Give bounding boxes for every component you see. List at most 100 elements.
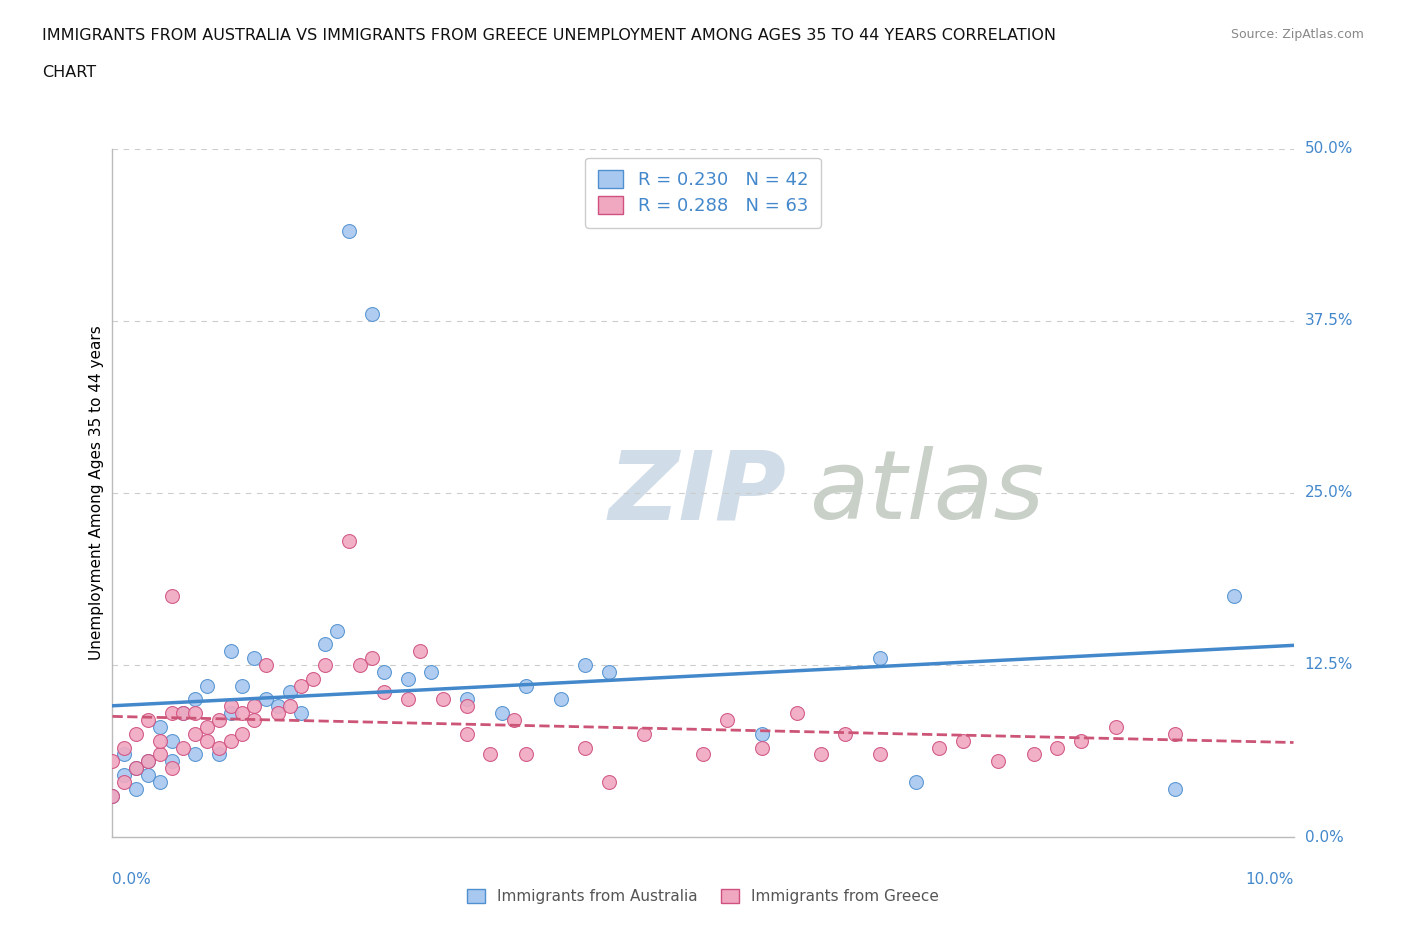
Point — [219, 733, 242, 748]
Point — [869, 747, 891, 762]
Point — [904, 775, 927, 790]
Point — [834, 726, 856, 741]
Point — [373, 664, 395, 679]
Point — [550, 692, 572, 707]
Text: Source: ZipAtlas.com: Source: ZipAtlas.com — [1230, 28, 1364, 41]
Point — [149, 747, 172, 762]
Point — [456, 698, 478, 713]
Point — [515, 747, 537, 762]
Point — [314, 658, 336, 672]
Point — [361, 307, 384, 322]
Point — [219, 706, 242, 721]
Point — [987, 754, 1010, 769]
Point — [184, 706, 207, 721]
Point — [243, 698, 266, 713]
Point — [160, 733, 183, 748]
Point — [267, 706, 290, 721]
Point — [598, 664, 620, 679]
Point — [869, 651, 891, 666]
Point — [172, 706, 194, 721]
Point — [361, 651, 384, 666]
Text: 0.0%: 0.0% — [112, 871, 152, 886]
Point — [396, 671, 419, 686]
Point — [208, 747, 231, 762]
Point — [515, 678, 537, 693]
Point — [503, 712, 526, 727]
Text: 0.0%: 0.0% — [1305, 830, 1343, 844]
Point — [1223, 589, 1246, 604]
Point — [1070, 733, 1092, 748]
Text: 37.5%: 37.5% — [1305, 313, 1353, 328]
Point — [184, 692, 207, 707]
Text: 12.5%: 12.5% — [1305, 658, 1353, 672]
Point — [112, 767, 135, 782]
Point — [101, 789, 124, 804]
Point — [184, 747, 207, 762]
Point — [160, 589, 183, 604]
Point — [1164, 726, 1187, 741]
Point — [456, 726, 478, 741]
Point — [125, 761, 148, 776]
Point — [149, 733, 172, 748]
Point — [952, 733, 974, 748]
Point — [136, 754, 159, 769]
Point — [408, 644, 430, 658]
Point — [195, 733, 218, 748]
Point — [302, 671, 325, 686]
Point — [184, 726, 207, 741]
Point — [420, 664, 443, 679]
Point — [208, 740, 231, 755]
Point — [633, 726, 655, 741]
Point — [1164, 781, 1187, 796]
Point — [1022, 747, 1045, 762]
Text: 50.0%: 50.0% — [1305, 141, 1353, 156]
Point — [254, 658, 277, 672]
Point — [337, 534, 360, 549]
Point — [160, 754, 183, 769]
Point — [125, 726, 148, 741]
Point — [231, 726, 253, 741]
Point — [456, 692, 478, 707]
Point — [149, 775, 172, 790]
Point — [125, 761, 148, 776]
Point — [160, 706, 183, 721]
Point — [373, 685, 395, 700]
Point — [396, 692, 419, 707]
Point — [479, 747, 502, 762]
Point — [149, 720, 172, 735]
Point — [208, 712, 231, 727]
Point — [1105, 720, 1128, 735]
Point — [751, 726, 773, 741]
Text: CHART: CHART — [42, 65, 96, 80]
Y-axis label: Unemployment Among Ages 35 to 44 years: Unemployment Among Ages 35 to 44 years — [89, 326, 104, 660]
Text: IMMIGRANTS FROM AUSTRALIA VS IMMIGRANTS FROM GREECE UNEMPLOYMENT AMONG AGES 35 T: IMMIGRANTS FROM AUSTRALIA VS IMMIGRANTS … — [42, 28, 1056, 43]
Point — [231, 678, 253, 693]
Point — [231, 706, 253, 721]
Point — [243, 651, 266, 666]
Point — [290, 706, 312, 721]
Point — [692, 747, 714, 762]
Point — [928, 740, 950, 755]
Point — [195, 678, 218, 693]
Point — [112, 747, 135, 762]
Point — [136, 754, 159, 769]
Point — [112, 740, 135, 755]
Point — [349, 658, 371, 672]
Point — [810, 747, 832, 762]
Point — [432, 692, 454, 707]
Text: atlas: atlas — [810, 446, 1045, 539]
Point — [278, 698, 301, 713]
Point — [172, 706, 194, 721]
Point — [136, 767, 159, 782]
Point — [598, 775, 620, 790]
Point — [1046, 740, 1069, 755]
Point — [101, 789, 124, 804]
Point — [219, 698, 242, 713]
Point — [574, 658, 596, 672]
Point — [267, 698, 290, 713]
Point — [195, 720, 218, 735]
Point — [136, 712, 159, 727]
Text: 25.0%: 25.0% — [1305, 485, 1353, 500]
Point — [314, 637, 336, 652]
Point — [751, 740, 773, 755]
